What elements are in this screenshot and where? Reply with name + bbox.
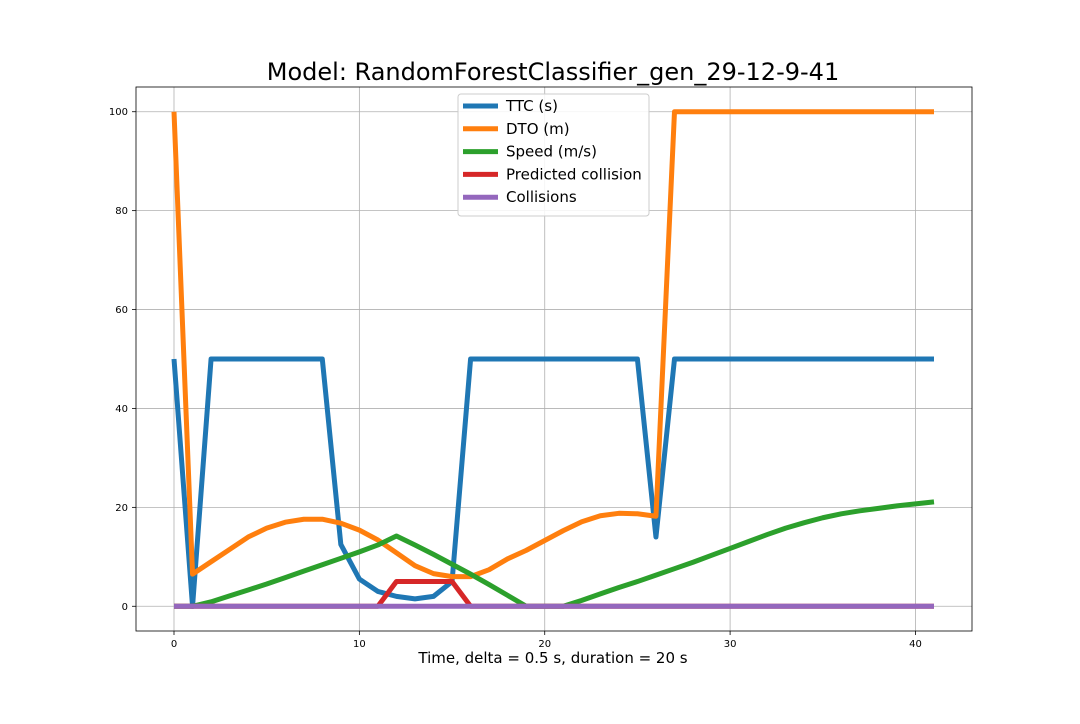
legend-box [457,93,650,217]
y-tick-label: 20 [115,503,128,514]
y-tick-label: 0 [122,602,128,613]
axes-frame [135,86,973,632]
y-tick-label: 40 [115,404,128,415]
legend-label-dto-m: DTO (m) [506,120,570,138]
legend-label-speed-m-s: Speed (m/s) [506,143,597,161]
y-tick-label: 100 [109,107,128,118]
x-tick-label: 40 [909,639,922,650]
axes: 0 10 20 30 40 0 20 40 60 80 100 [109,86,973,650]
series-lines [171,109,935,609]
x-tick-label: 0 [171,639,177,650]
x-tick-label: 20 [538,639,551,650]
legend-label-ttc-s: TTC (s) [505,97,558,115]
plot-area: 0 10 20 30 40 0 20 40 60 80 100 TTC (s) DTO (m) Spee… [109,86,973,650]
y-tick-label: 80 [115,206,128,217]
legend-label-predicted-collision: Predicted collision [506,165,642,183]
series-line-ttc-s [171,356,934,609]
legend: TTC (s) DTO (m) Speed (m/s) Predicted colli… [457,93,650,217]
series-line-dto-m [171,109,934,580]
chart-title: Model: RandomForestClassifier_gen_29-12-… [267,58,839,86]
x-tick-label: 30 [724,639,737,650]
x-tick-label: 10 [353,639,366,650]
x-axis-label: Time, delta = 0.5 s, duration = 20 s [417,649,687,667]
y-tick-label: 60 [115,305,128,316]
legend-label-collisions: Collisions [506,188,577,206]
